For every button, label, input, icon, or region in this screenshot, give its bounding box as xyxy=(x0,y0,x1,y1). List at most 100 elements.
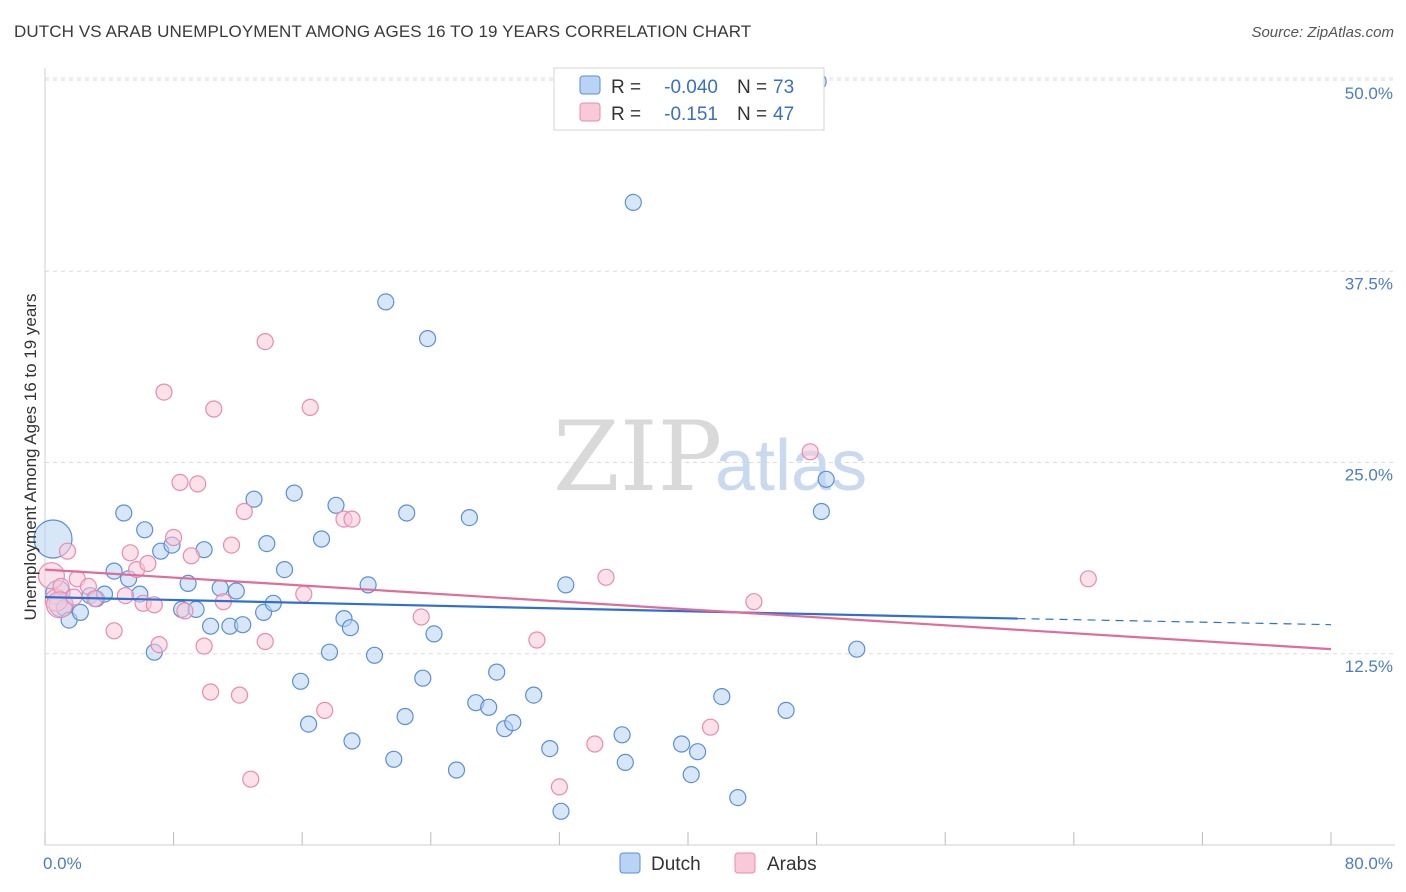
dutch-trend-line xyxy=(44,596,1018,620)
arabs-point xyxy=(230,686,249,704)
dutch-point xyxy=(541,739,559,758)
bottom-legend: Dutch Arabs xyxy=(619,852,817,875)
watermark-atlas: atlas xyxy=(715,426,867,506)
arabs-point xyxy=(801,443,819,461)
arabs-point xyxy=(116,586,135,605)
arabs-point xyxy=(1079,570,1097,588)
arabs-point xyxy=(155,383,173,401)
legend-n-label-arabs: N = xyxy=(737,104,767,125)
dutch-point xyxy=(258,534,276,553)
dutch-point xyxy=(688,743,707,761)
dutch-point xyxy=(682,765,700,784)
dutch-point xyxy=(396,707,414,726)
bottom-legend-swatch-dutch xyxy=(619,852,641,874)
dutch-point xyxy=(460,508,478,527)
dutch-trend-extension xyxy=(1017,617,1332,626)
dutch-point xyxy=(275,560,294,579)
dutch-point xyxy=(136,521,154,539)
arabs-point xyxy=(145,596,163,614)
arabs-point xyxy=(176,602,194,620)
legend-swatch-dutch xyxy=(579,75,601,95)
dutch-point xyxy=(365,646,384,664)
dutch-point xyxy=(480,698,498,716)
arabs-point xyxy=(182,547,200,565)
arabs-point xyxy=(550,778,569,796)
x-tick-label-max: 80.0% xyxy=(1345,854,1393,873)
grid-layer xyxy=(45,77,1395,655)
bottom-legend-label-arabs: Arabs xyxy=(767,854,817,875)
dutch-point xyxy=(777,701,795,720)
points-layer xyxy=(33,72,1097,820)
bottom-legend-swatch-arabs xyxy=(734,852,756,874)
legend-box: R = -0.040 N = 73 R = -0.151 N = 47 xyxy=(553,67,825,131)
legend-r-arabs: -0.151 xyxy=(664,104,718,125)
dutch-point xyxy=(327,496,345,514)
y-axis-title: Unemployment Among Ages 16 to 19 years xyxy=(21,294,40,621)
dutch-point xyxy=(385,750,403,768)
axis-layer: 12.5% 25.0% 37.5% 50.0% 0.0% 80.0% xyxy=(43,68,1395,873)
legend-n-dutch: 73 xyxy=(773,77,794,98)
arabs-point xyxy=(343,510,361,528)
arabs-point xyxy=(165,528,183,547)
arabs-trend-line xyxy=(44,568,1332,651)
dutch-point xyxy=(425,625,443,643)
trend-layer xyxy=(44,568,1332,651)
dutch-point xyxy=(817,470,835,488)
dutch-point xyxy=(504,713,522,732)
dutch-point xyxy=(447,761,466,779)
dutch-point xyxy=(613,726,631,744)
y-tick-label: 37.5% xyxy=(1345,274,1393,293)
legend-r-label-dutch: R = xyxy=(611,77,641,98)
dutch-point xyxy=(557,576,575,594)
legend-r-dutch: -0.040 xyxy=(664,77,718,98)
arabs-point xyxy=(528,631,546,649)
dutch-point xyxy=(341,619,359,637)
chart-source: Source: ZipAtlas.com xyxy=(1251,24,1394,41)
arabs-point xyxy=(205,400,223,418)
arabs-point xyxy=(316,701,334,720)
dutch-point xyxy=(419,330,437,348)
dutch-point xyxy=(398,504,416,522)
arabs-point xyxy=(235,502,253,521)
dutch-point xyxy=(320,643,339,661)
arabs-point xyxy=(701,718,720,736)
arabs-point xyxy=(58,542,77,560)
dutch-point xyxy=(729,788,747,807)
arabs-point xyxy=(242,770,260,788)
dutch-point xyxy=(234,616,252,634)
arabs-point xyxy=(195,637,213,655)
watermark-zip: ZIP xyxy=(553,401,722,513)
legend-n-arabs: 47 xyxy=(773,104,794,125)
bottom-legend-label-dutch: Dutch xyxy=(651,854,701,875)
y-tick-label: 12.5% xyxy=(1345,657,1393,676)
arabs-point xyxy=(171,473,189,491)
legend-swatch-arabs xyxy=(579,102,601,122)
dutch-point xyxy=(343,732,361,750)
dutch-point xyxy=(713,687,731,706)
dutch-point xyxy=(848,640,866,658)
dutch-point xyxy=(488,663,506,681)
dutch-point xyxy=(377,293,395,311)
arabs-point xyxy=(222,536,241,554)
watermark: ZIP atlas xyxy=(553,401,867,513)
y-tick-label: 25.0% xyxy=(1345,466,1393,485)
chart-title: DUTCH VS ARAB UNEMPLOYMENT AMONG AGES 16… xyxy=(14,22,752,41)
dutch-point xyxy=(552,802,570,820)
arabs-point xyxy=(745,593,763,611)
y-tick-label: 50.0% xyxy=(1345,84,1393,103)
arabs-point xyxy=(150,635,168,654)
arabs-point xyxy=(121,544,139,562)
arabs-point xyxy=(412,608,430,626)
legend-n-label-dutch: N = xyxy=(737,77,767,98)
dutch-point xyxy=(105,562,123,580)
dutch-point xyxy=(227,582,245,600)
dutch-point xyxy=(812,502,831,521)
dutch-point xyxy=(525,686,543,704)
arabs-point xyxy=(256,333,274,351)
arabs-point xyxy=(586,735,604,753)
dutch-point xyxy=(245,490,263,508)
dutch-point xyxy=(616,753,634,772)
arabs-point xyxy=(105,622,123,640)
dutch-point xyxy=(672,735,691,753)
